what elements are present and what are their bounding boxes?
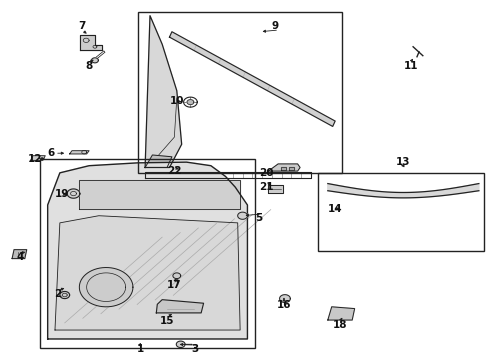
- Text: 8: 8: [85, 61, 93, 71]
- Text: 21: 21: [260, 182, 274, 192]
- Polygon shape: [328, 184, 479, 198]
- Text: 13: 13: [396, 157, 411, 167]
- Text: 22: 22: [167, 166, 181, 176]
- Text: 2: 2: [54, 289, 61, 299]
- Text: 4: 4: [16, 252, 24, 262]
- Text: 20: 20: [260, 168, 274, 178]
- Polygon shape: [269, 185, 283, 193]
- Text: 19: 19: [55, 189, 70, 199]
- Polygon shape: [289, 167, 294, 170]
- Polygon shape: [145, 155, 172, 167]
- Bar: [138, 12, 343, 173]
- Text: 7: 7: [78, 21, 85, 31]
- Polygon shape: [48, 162, 247, 339]
- Polygon shape: [70, 151, 89, 154]
- Polygon shape: [55, 216, 240, 330]
- Text: 6: 6: [48, 148, 55, 158]
- Polygon shape: [269, 164, 300, 171]
- Text: 16: 16: [277, 300, 291, 310]
- Polygon shape: [176, 341, 185, 347]
- Text: 14: 14: [328, 203, 343, 213]
- Polygon shape: [80, 35, 102, 50]
- Polygon shape: [328, 307, 355, 320]
- Polygon shape: [12, 249, 27, 258]
- Text: 10: 10: [170, 96, 184, 107]
- Text: 15: 15: [160, 316, 174, 326]
- Polygon shape: [145, 16, 182, 167]
- Polygon shape: [170, 32, 335, 126]
- Polygon shape: [92, 58, 98, 63]
- Polygon shape: [79, 267, 133, 307]
- Polygon shape: [67, 189, 80, 198]
- Text: 9: 9: [272, 21, 279, 31]
- Polygon shape: [30, 156, 45, 160]
- Polygon shape: [238, 212, 247, 219]
- Text: 17: 17: [167, 280, 182, 291]
- Text: 12: 12: [28, 154, 43, 163]
- Polygon shape: [187, 100, 194, 105]
- Polygon shape: [60, 292, 70, 298]
- Polygon shape: [280, 295, 290, 302]
- Polygon shape: [281, 167, 287, 170]
- Text: 11: 11: [403, 61, 418, 71]
- Polygon shape: [173, 273, 181, 279]
- Text: 5: 5: [255, 212, 262, 222]
- Text: 3: 3: [192, 343, 198, 354]
- Bar: [40, 158, 255, 348]
- Text: 18: 18: [333, 320, 347, 330]
- Polygon shape: [156, 300, 203, 313]
- Polygon shape: [79, 180, 240, 208]
- Bar: [318, 173, 484, 251]
- Text: 1: 1: [137, 343, 144, 354]
